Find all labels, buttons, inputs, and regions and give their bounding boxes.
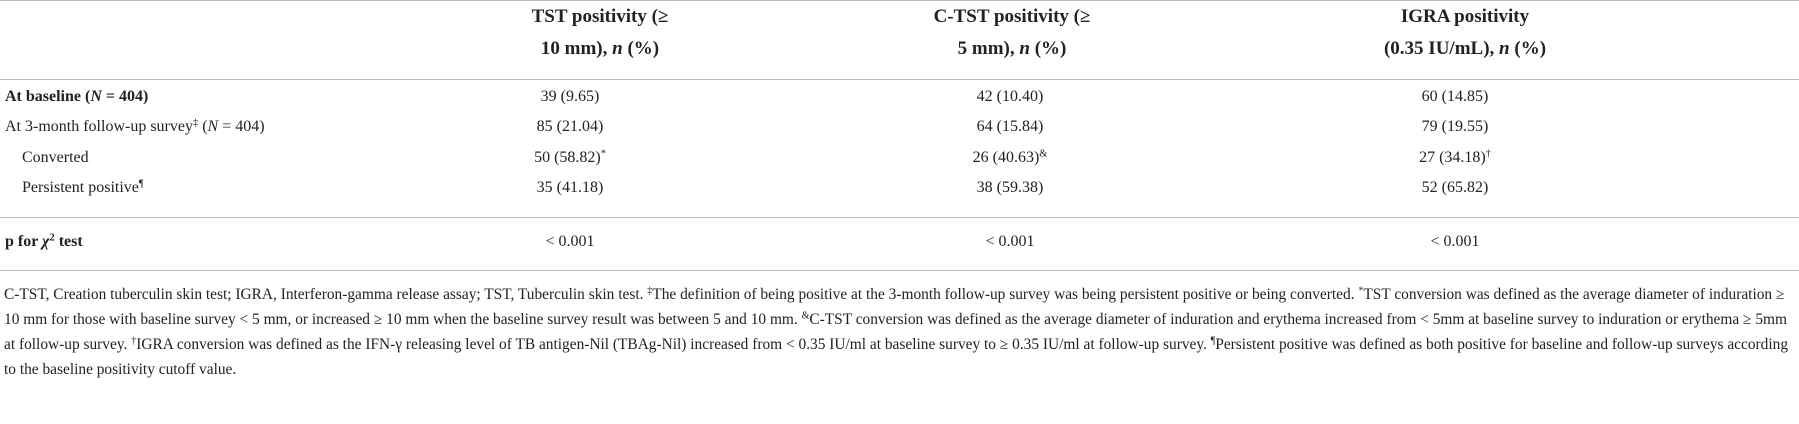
column-header: TST positivity (≥: [532, 6, 669, 28]
text-run: 39 (9.65): [540, 88, 600, 105]
text-run: TST conversion was defined as the averag…: [4, 286, 1785, 328]
text-run: Converted: [22, 149, 89, 166]
table-cell: 50 (58.82)*: [534, 149, 606, 167]
text-run: 42 (10.40): [976, 88, 1044, 105]
text-run: χ: [42, 233, 50, 250]
text-run: 10 mm),: [540, 38, 613, 59]
text-run: Persistent positive: [22, 179, 139, 196]
text-run: 52 (65.82): [1421, 179, 1489, 196]
table-cell: 52 (65.82): [1422, 179, 1489, 197]
table-cell: 35 (41.18): [537, 179, 604, 197]
column-header: 5 mm), n (%): [958, 38, 1067, 60]
row-label: p for χ2 test: [5, 233, 83, 251]
text-run: IGRA conversion was defined as the IFN-γ…: [136, 336, 1211, 353]
superscript: *: [600, 148, 606, 160]
text-run: (%): [1029, 38, 1067, 59]
text-run: C-TST conversion was defined as the aver…: [4, 311, 1787, 353]
text-run: < 0.001: [1430, 233, 1480, 250]
text-run: 79 (19.55): [1421, 118, 1489, 135]
column-header: IGRA positivity: [1401, 6, 1529, 28]
top-rule: [0, 0, 1799, 1]
text-run: IGRA positivity: [1400, 6, 1530, 27]
column-header: (0.35 IU/mL), n (%): [1384, 38, 1546, 60]
text-run: p for: [5, 233, 43, 250]
table-cell: 26 (40.63)&: [973, 149, 1048, 167]
table-cell: 38 (59.38): [977, 179, 1044, 197]
text-run: test: [54, 233, 83, 250]
footnote: C-TST, Creation tuberculin skin test; IG…: [4, 282, 1794, 382]
text-run: Persistent positive was defined as both …: [4, 336, 1789, 378]
table-cell: 39 (9.65): [541, 88, 600, 106]
text-run: (0.35 IU/mL),: [1383, 38, 1500, 59]
superscript: ¶: [138, 178, 144, 190]
table-cell: 79 (19.55): [1422, 118, 1489, 136]
superscript: ‡: [192, 117, 199, 129]
superscript: ‡: [647, 285, 653, 297]
text-run: 38 (59.38): [976, 179, 1044, 196]
superscript: ¶: [1210, 335, 1216, 347]
text-run: 5 mm),: [957, 38, 1020, 59]
text-run: TST positivity (≥: [531, 6, 669, 27]
table-cell: < 0.001: [985, 233, 1034, 251]
text-run: The definition of being positive at the …: [652, 286, 1359, 303]
superscript: &: [801, 310, 810, 322]
table-cell: 27 (34.18)†: [1419, 149, 1491, 167]
body-rule: [0, 217, 1799, 218]
column-header: 10 mm), n (%): [541, 38, 659, 60]
column-header: C-TST positivity (≥: [934, 6, 1091, 28]
text-run: C-TST, Creation tuberculin skin test; IG…: [4, 286, 648, 303]
table-cell: 64 (15.84): [977, 118, 1044, 136]
text-run: 64 (15.84): [976, 118, 1044, 135]
text-run: 26 (40.63): [972, 149, 1040, 166]
text-run: = 404): [101, 88, 149, 105]
superscript: &: [1039, 148, 1048, 160]
table-cell: < 0.001: [545, 233, 594, 251]
text-run: (%): [1509, 38, 1547, 59]
row-label: Persistent positive¶: [22, 179, 144, 197]
row-label: Converted: [22, 149, 89, 167]
text-run: < 0.001: [985, 233, 1035, 250]
table-cell: < 0.001: [1430, 233, 1479, 251]
superscript: 2: [49, 232, 55, 244]
text-run: 60 (14.85): [1421, 88, 1489, 105]
table-rule: [0, 270, 1799, 271]
text-run: At 3-month follow-up survey: [5, 118, 193, 135]
text-run: 27 (34.18): [1419, 149, 1486, 166]
header-rule: [0, 79, 1799, 80]
text-run: At baseline (: [5, 88, 91, 105]
superscript: †: [131, 335, 137, 347]
table-cell: 60 (14.85): [1422, 88, 1489, 106]
text-run: n: [612, 38, 623, 59]
text-run: = 404): [218, 118, 265, 135]
superscript: *: [1358, 285, 1364, 297]
table-cell: 42 (10.40): [977, 88, 1044, 106]
text-run: N: [207, 118, 219, 135]
text-run: C-TST positivity (≥: [933, 6, 1091, 27]
text-run: < 0.001: [545, 233, 595, 250]
text-run: N: [90, 88, 102, 105]
text-run: (: [198, 118, 208, 135]
text-run: n: [1499, 38, 1510, 59]
text-run: 50 (58.82): [534, 149, 601, 166]
table-cell: 85 (21.04): [537, 118, 604, 136]
superscript: †: [1485, 148, 1491, 160]
text-run: 85 (21.04): [536, 118, 604, 135]
text-run: n: [1019, 38, 1030, 59]
text-run: 35 (41.18): [536, 179, 604, 196]
row-label: At 3-month follow-up survey‡ (N = 404): [5, 118, 265, 136]
row-label: At baseline (N = 404): [5, 88, 148, 106]
text-run: (%): [622, 38, 660, 59]
